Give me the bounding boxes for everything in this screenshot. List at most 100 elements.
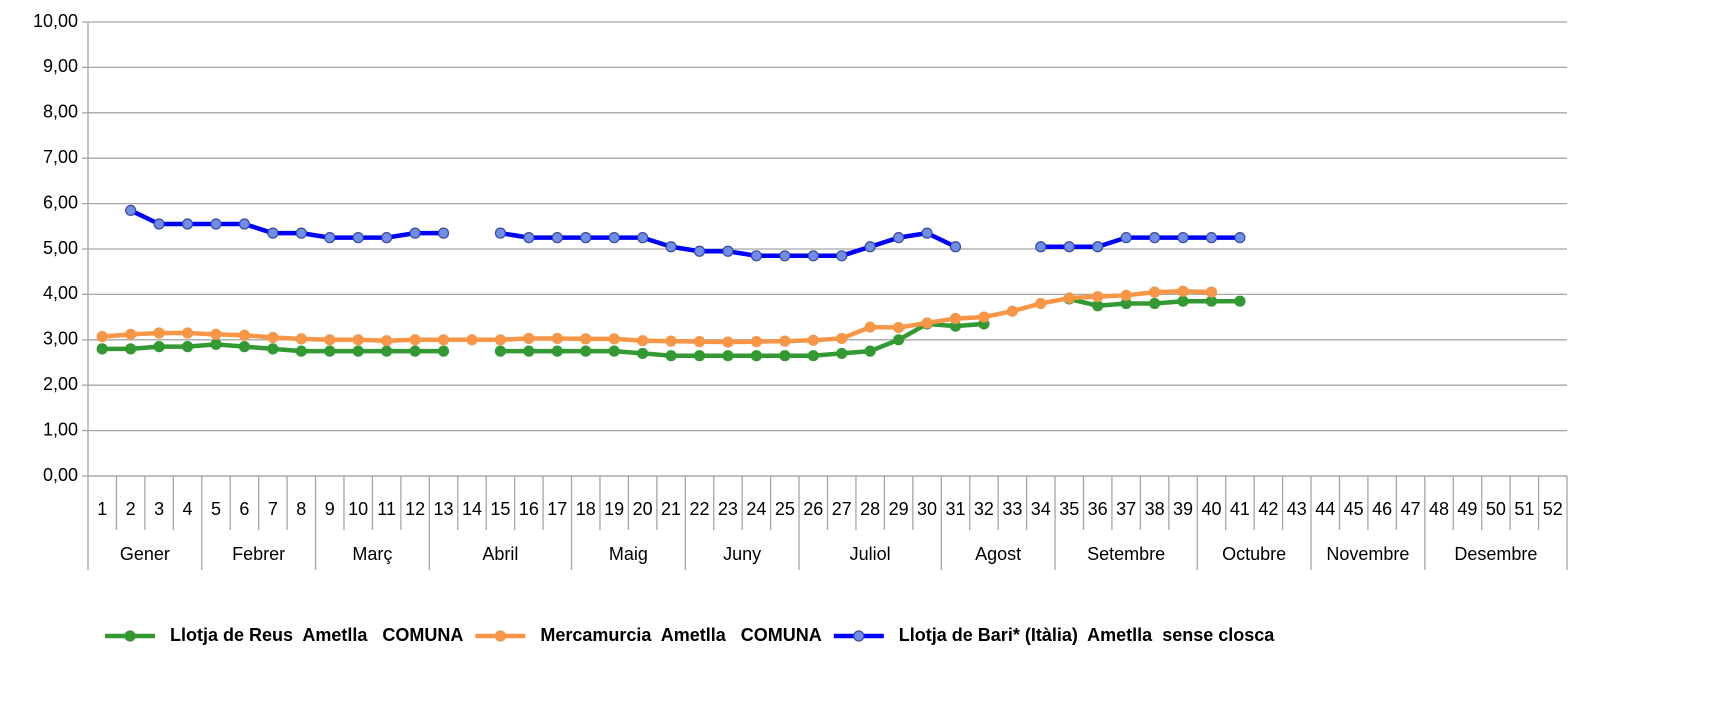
data-point: [779, 350, 791, 362]
month-label: Juliol: [850, 544, 891, 564]
data-point: [921, 317, 933, 329]
x-tick-label: 26: [803, 499, 823, 519]
y-tick-label: 10,00: [33, 11, 78, 31]
data-point: [693, 336, 706, 348]
data-point: [181, 218, 194, 230]
data-point: [267, 227, 279, 239]
data-point: [210, 338, 222, 350]
data-point: [96, 331, 108, 343]
x-tick-label: 52: [1543, 499, 1563, 519]
data-point: [1035, 241, 1047, 253]
data-point: [807, 250, 819, 262]
data-point: [864, 321, 876, 333]
y-tick-label: 2,00: [43, 374, 78, 394]
data-point: [978, 311, 990, 323]
legend-label: Llotja de Bari* (Itàlia) Ametlla sense c…: [899, 625, 1275, 645]
data-point: [1205, 286, 1218, 298]
data-point: [580, 232, 592, 244]
month-label: Abril: [482, 544, 518, 564]
month-label: Octubre: [1222, 544, 1286, 564]
data-point: [523, 332, 535, 345]
x-tick-label: 24: [746, 499, 766, 519]
data-point: [893, 232, 905, 244]
x-tick-label: 1: [97, 499, 107, 519]
data-point: [1177, 232, 1189, 244]
data-point: [1234, 295, 1246, 307]
x-tick-label: 39: [1173, 499, 1193, 519]
data-point: [665, 335, 677, 347]
data-point: [893, 334, 905, 346]
x-tick-label: 43: [1287, 499, 1307, 519]
data-point: [466, 334, 478, 346]
data-point: [580, 333, 592, 345]
data-point: [523, 345, 535, 357]
month-label: Setembre: [1087, 544, 1165, 564]
x-tick-label: 29: [889, 499, 909, 519]
data-point: [295, 227, 307, 239]
data-point: [637, 335, 649, 347]
data-point: [125, 343, 137, 355]
data-point: [750, 336, 762, 348]
y-tick-label: 1,00: [43, 419, 78, 439]
data-point: [238, 218, 251, 230]
data-point: [295, 345, 307, 357]
data-point: [551, 332, 563, 345]
y-tick-label: 5,00: [43, 238, 78, 258]
data-point: [637, 347, 649, 360]
data-point: [608, 232, 620, 244]
data-point: [494, 227, 507, 239]
x-tick-label: 37: [1116, 499, 1136, 519]
x-tick-label: 3: [154, 499, 164, 519]
data-point: [693, 350, 706, 362]
data-point: [210, 218, 222, 230]
x-tick-label: 8: [296, 499, 306, 519]
x-tick-label: 18: [576, 499, 596, 519]
data-point: [1234, 232, 1246, 244]
data-point: [324, 232, 336, 244]
data-point: [381, 335, 393, 347]
data-point: [494, 334, 507, 346]
x-tick-label: 11: [377, 499, 396, 519]
data-point: [153, 341, 165, 353]
x-tick-label: 40: [1201, 499, 1221, 519]
data-point: [836, 347, 848, 360]
month-label: Desembre: [1454, 544, 1537, 564]
data-point: [295, 333, 307, 345]
data-point: [1120, 232, 1132, 244]
month-label: Juny: [723, 544, 761, 564]
x-tick-label: 45: [1344, 499, 1364, 519]
month-label: Agost: [975, 544, 1021, 564]
data-point: [836, 250, 848, 262]
x-tick-label: 7: [268, 499, 278, 519]
x-tick-label: 27: [832, 499, 852, 519]
x-tick-label: 12: [405, 499, 425, 519]
data-point: [580, 345, 592, 357]
y-tick-label: 8,00: [43, 102, 78, 122]
month-label: Novembre: [1326, 544, 1409, 564]
legend-marker: [853, 630, 865, 642]
x-tick-label: 51: [1514, 499, 1534, 519]
x-tick-label: 47: [1401, 499, 1421, 519]
data-point: [437, 334, 450, 346]
data-point: [1177, 285, 1189, 297]
x-tick-label: 38: [1145, 499, 1165, 519]
x-tick-label: 50: [1486, 499, 1506, 519]
data-point: [779, 335, 791, 347]
data-point: [437, 345, 450, 357]
y-tick-label: 7,00: [43, 147, 78, 167]
x-tick-label: 28: [860, 499, 880, 519]
month-label: Gener: [120, 544, 170, 564]
month-label: Maig: [609, 544, 648, 564]
data-point: [608, 333, 620, 345]
data-point: [665, 241, 677, 253]
series-line: [102, 288, 1212, 345]
data-point: [1092, 241, 1104, 253]
data-point: [637, 232, 649, 244]
x-tick-label: 10: [348, 499, 368, 519]
x-tick-label: 25: [775, 499, 795, 519]
data-point: [125, 204, 137, 217]
x-tick-label: 41: [1230, 499, 1250, 519]
data-point: [153, 327, 165, 339]
x-tick-label: 20: [633, 499, 653, 519]
